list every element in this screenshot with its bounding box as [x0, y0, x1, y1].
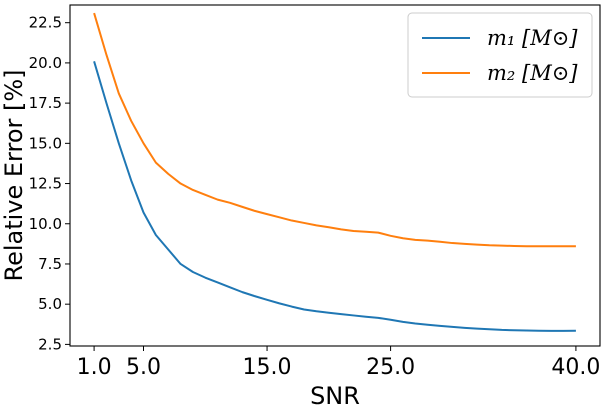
axis-ticks: 2.5 5.0 7.5 10.0 12.5 15.0 17.5 20.0 22.5 1.0 5.0 1…	[29, 14, 601, 380]
x-tick-label: 5.0	[126, 355, 161, 380]
y-tick-label: 5.0	[38, 295, 62, 313]
y-tick-label: 7.5	[38, 255, 62, 273]
y-tick-label: 20.0	[29, 54, 62, 72]
legend: m₁ [M⊙] m₂ [M⊙]	[407, 12, 593, 98]
y-axis-label: Relative Error [%]	[0, 69, 28, 281]
y-tick-label: 17.5	[29, 94, 62, 112]
legend-box	[407, 12, 593, 98]
y-tick-label: 22.5	[29, 14, 62, 32]
x-tick-label: 1.0	[77, 355, 112, 380]
plot-lines	[93, 12, 576, 332]
x-axis-label: SNR	[310, 382, 360, 408]
legend-label-1: m₁ [M⊙]	[487, 26, 578, 50]
x-tick-label: 40.0	[551, 355, 600, 380]
y-tick-label: 15.0	[29, 134, 62, 152]
series-line-1	[93, 61, 576, 332]
x-tick-label: 25.0	[366, 355, 415, 380]
series-line-2	[93, 12, 576, 248]
legend-label-2: m₂ [M⊙]	[487, 61, 578, 85]
x-tick-label: 15.0	[243, 355, 292, 380]
y-tick-label: 2.5	[38, 335, 62, 353]
y-tick-label: 12.5	[29, 175, 62, 193]
plot-frame	[69, 4, 601, 347]
y-tick-label: 10.0	[29, 215, 62, 233]
